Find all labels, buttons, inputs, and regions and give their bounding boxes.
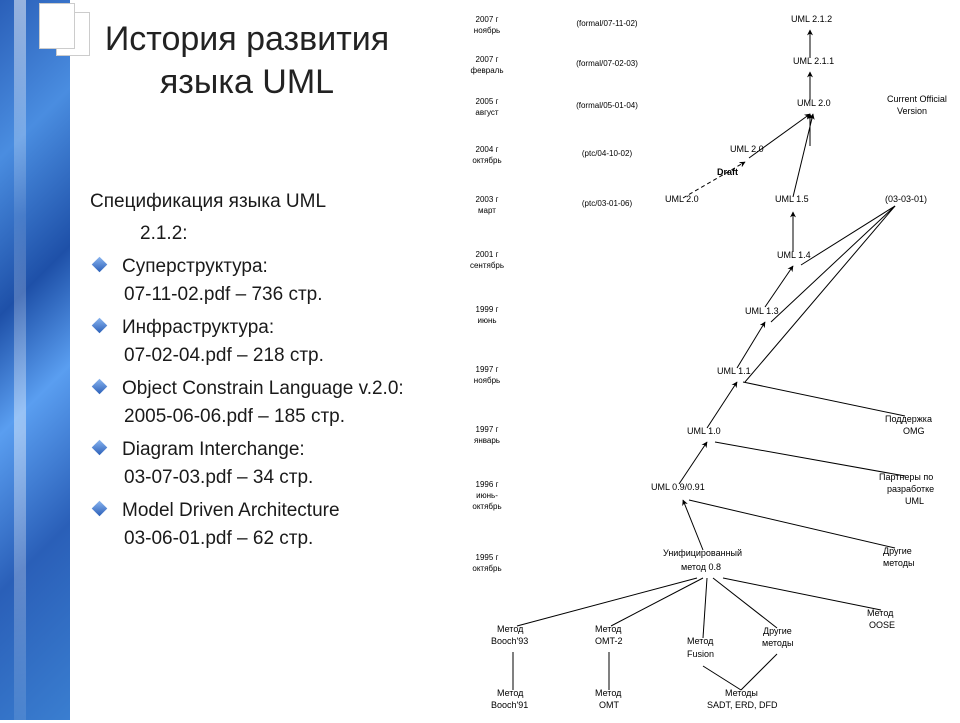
svg-text:2001 г: 2001 г bbox=[476, 250, 499, 259]
svg-text:Метод: Метод bbox=[497, 688, 524, 698]
svg-text:методы: методы bbox=[883, 558, 914, 568]
bullet-item: Object Constrain Language v.2.0: bbox=[90, 375, 450, 403]
svg-text:июнь-: июнь- bbox=[476, 491, 498, 500]
svg-text:Поддержка: Поддержка bbox=[885, 414, 932, 424]
svg-text:UML 0.9/0.91: UML 0.9/0.91 bbox=[651, 482, 705, 492]
svg-text:UML 2.1.1: UML 2.1.1 bbox=[793, 56, 834, 66]
bullet-sub: 07-11-02.pdf – 736 стр. bbox=[90, 281, 450, 309]
bullet-item: Суперструктура: bbox=[90, 253, 450, 281]
svg-text:сентябрь: сентябрь bbox=[470, 261, 504, 270]
svg-text:1997 г: 1997 г bbox=[476, 425, 499, 434]
slide-title: История развития языка UML bbox=[82, 18, 412, 103]
svg-text:Другие: Другие bbox=[883, 546, 912, 556]
svg-text:OMT-2: OMT-2 bbox=[595, 636, 623, 646]
svg-text:январь: январь bbox=[474, 436, 500, 445]
svg-text:Метод: Метод bbox=[497, 624, 524, 634]
svg-text:UML 1.3: UML 1.3 bbox=[745, 306, 779, 316]
svg-text:OOSE: OOSE bbox=[869, 620, 895, 630]
svg-text:Метод: Метод bbox=[867, 608, 894, 618]
svg-text:Current Official: Current Official bbox=[887, 94, 947, 104]
svg-text:(ptc/04-10-02): (ptc/04-10-02) bbox=[582, 149, 633, 158]
bullet-sub: 07-02-04.pdf – 218 стр. bbox=[90, 342, 450, 370]
svg-text:(formal/05-01-04): (formal/05-01-04) bbox=[576, 101, 638, 110]
bullet-item: Model Driven Architecture bbox=[90, 497, 450, 525]
svg-text:(03-03-01): (03-03-01) bbox=[885, 194, 927, 204]
svg-text:Booch'93: Booch'93 bbox=[491, 636, 528, 646]
svg-text:OMG: OMG bbox=[903, 426, 925, 436]
svg-text:методы: методы bbox=[762, 638, 793, 648]
svg-text:(formal/07-02-03): (formal/07-02-03) bbox=[576, 59, 638, 68]
svg-text:1995 г: 1995 г bbox=[476, 553, 499, 562]
svg-text:1997 г: 1997 г bbox=[476, 365, 499, 374]
svg-text:2004 г: 2004 г bbox=[476, 145, 499, 154]
svg-text:ноябрь: ноябрь bbox=[474, 376, 500, 385]
bullet-sub: 03-06-01.pdf – 62 стр. bbox=[90, 525, 450, 553]
svg-text:Партнеры по: Партнеры по bbox=[879, 472, 933, 482]
bullet-sub: 03-07-03.pdf – 34 стр. bbox=[90, 464, 450, 492]
svg-text:Другие: Другие bbox=[763, 626, 792, 636]
bullet-item: Инфраструктура: bbox=[90, 314, 450, 342]
svg-text:разработке: разработке bbox=[887, 484, 934, 494]
svg-text:октябрь: октябрь bbox=[472, 156, 501, 165]
spec-heading: Спецификация языка UML bbox=[90, 188, 450, 216]
svg-text:(formal/07-11-02): (formal/07-11-02) bbox=[576, 19, 638, 28]
svg-text:2003 г: 2003 г bbox=[476, 195, 499, 204]
svg-text:UML 1.4: UML 1.4 bbox=[777, 250, 811, 260]
bullet-sub: 2005-06-06.pdf – 185 стр. bbox=[90, 403, 450, 431]
svg-text:октябрь: октябрь bbox=[472, 564, 501, 573]
svg-text:Методы: Методы bbox=[725, 688, 758, 698]
svg-text:март: март bbox=[478, 206, 496, 215]
svg-text:UML 2.0: UML 2.0 bbox=[665, 194, 699, 204]
bullet-item: Diagram Interchange: bbox=[90, 436, 450, 464]
uml-history-diagram: 2007 г ноябрь (formal/07-11-02) 2007 г февра… bbox=[455, 2, 960, 718]
svg-text:Version: Version bbox=[897, 106, 927, 116]
svg-text:Fusion: Fusion bbox=[687, 649, 714, 659]
svg-text:Унифицированный: Унифицированный bbox=[663, 548, 742, 558]
svg-text:UML 1.5: UML 1.5 bbox=[775, 194, 809, 204]
svg-text:UML 2.1.2: UML 2.1.2 bbox=[791, 14, 832, 24]
svg-text:SADT, ERD, DFD: SADT, ERD, DFD bbox=[707, 700, 778, 710]
svg-text:UML 1.1: UML 1.1 bbox=[717, 366, 751, 376]
svg-text:Метод: Метод bbox=[687, 636, 714, 646]
decorative-stripe bbox=[0, 0, 70, 720]
svg-text:UML 1.0: UML 1.0 bbox=[687, 426, 721, 436]
svg-text:OMT: OMT bbox=[599, 700, 619, 710]
svg-text:UML 2.0: UML 2.0 bbox=[730, 144, 764, 154]
svg-text:Draft: Draft bbox=[717, 167, 738, 177]
svg-text:(ptc/03-01-06): (ptc/03-01-06) bbox=[582, 199, 633, 208]
svg-text:2007 г: 2007 г bbox=[476, 15, 499, 24]
svg-text:ноябрь: ноябрь bbox=[474, 26, 500, 35]
svg-text:Метод: Метод bbox=[595, 624, 622, 634]
spec-version: 2.1.2: bbox=[90, 220, 450, 248]
svg-text:1996 г: 1996 г bbox=[476, 480, 499, 489]
svg-text:февраль: февраль bbox=[470, 66, 503, 75]
svg-text:1999 г: 1999 г bbox=[476, 305, 499, 314]
svg-text:метод 0.8: метод 0.8 bbox=[681, 562, 721, 572]
svg-text:UML 2.0: UML 2.0 bbox=[797, 98, 831, 108]
content-list: Спецификация языка UML 2.1.2: Суперструк… bbox=[90, 188, 450, 553]
svg-text:2007 г: 2007 г bbox=[476, 55, 499, 64]
svg-text:июнь: июнь bbox=[477, 316, 496, 325]
svg-text:UML: UML bbox=[905, 496, 924, 506]
svg-text:август: август bbox=[475, 108, 499, 117]
svg-text:Метод: Метод bbox=[595, 688, 622, 698]
svg-text:2005 г: 2005 г bbox=[476, 97, 499, 106]
svg-text:Booch'91: Booch'91 bbox=[491, 700, 528, 710]
svg-text:октябрь: октябрь bbox=[472, 502, 501, 511]
